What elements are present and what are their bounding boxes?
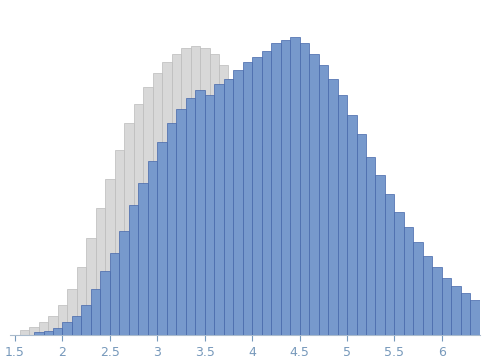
Bar <box>276 197 286 335</box>
Bar <box>442 278 452 335</box>
Bar <box>328 79 337 335</box>
Bar <box>167 123 176 335</box>
Bar <box>53 328 62 335</box>
Bar <box>152 73 162 335</box>
Bar <box>195 90 205 335</box>
Bar <box>67 289 76 335</box>
Bar <box>48 315 58 335</box>
Bar <box>81 305 91 335</box>
Bar <box>376 175 385 335</box>
Bar <box>413 241 423 335</box>
Bar <box>447 333 456 335</box>
Bar <box>466 333 475 335</box>
Bar <box>62 322 72 335</box>
Bar <box>242 62 252 335</box>
Bar <box>281 40 290 335</box>
Bar <box>148 161 157 335</box>
Bar <box>333 309 342 335</box>
Bar <box>366 156 376 335</box>
Bar <box>120 231 129 335</box>
Bar <box>252 57 262 335</box>
Bar <box>318 65 328 335</box>
Bar <box>461 293 470 335</box>
Bar <box>205 95 214 335</box>
Bar <box>290 37 300 335</box>
Bar <box>271 43 281 335</box>
Bar <box>171 54 181 335</box>
Bar <box>456 333 466 335</box>
Bar <box>162 62 171 335</box>
Bar <box>58 305 67 335</box>
Bar <box>191 46 200 335</box>
Bar <box>176 109 186 335</box>
Bar <box>380 333 390 335</box>
Bar <box>385 194 394 335</box>
Bar <box>105 179 115 335</box>
Bar <box>238 98 247 335</box>
Bar <box>143 87 152 335</box>
Bar <box>357 134 366 335</box>
Bar <box>337 95 347 335</box>
Bar <box>480 305 484 335</box>
Bar <box>129 205 138 335</box>
Bar <box>314 282 323 335</box>
Bar <box>134 103 143 335</box>
Bar <box>300 43 309 335</box>
Bar <box>210 54 219 335</box>
Bar <box>361 329 371 335</box>
Bar <box>44 331 53 335</box>
Bar <box>475 333 484 335</box>
Bar <box>214 83 224 335</box>
Bar <box>110 253 120 335</box>
Bar <box>304 265 314 335</box>
Bar <box>115 150 124 335</box>
Bar <box>432 267 442 335</box>
Bar <box>100 272 110 335</box>
Bar <box>72 315 81 335</box>
Bar <box>219 65 228 335</box>
Bar <box>323 297 333 335</box>
Bar <box>408 333 418 335</box>
Bar <box>371 331 380 335</box>
Bar <box>34 332 44 335</box>
Bar <box>186 98 195 335</box>
Bar <box>20 330 30 335</box>
Bar <box>428 333 437 335</box>
Bar <box>257 146 266 335</box>
Bar <box>138 183 148 335</box>
Bar <box>423 256 432 335</box>
Bar <box>157 142 167 335</box>
Bar <box>342 318 352 335</box>
Bar <box>233 70 242 335</box>
Bar <box>247 120 257 335</box>
Bar <box>470 300 480 335</box>
Bar <box>86 238 96 335</box>
Bar <box>262 50 271 335</box>
Bar <box>390 333 399 335</box>
Bar <box>96 208 105 335</box>
Bar <box>404 227 413 335</box>
Bar <box>224 79 233 335</box>
Bar <box>399 333 408 335</box>
Bar <box>30 327 39 335</box>
Bar <box>286 223 295 335</box>
Bar <box>76 267 86 335</box>
Bar <box>437 333 447 335</box>
Bar <box>200 48 210 335</box>
Bar <box>91 289 100 335</box>
Bar <box>394 212 404 335</box>
Bar <box>181 48 191 335</box>
Bar <box>352 325 361 335</box>
Bar <box>266 172 276 335</box>
Bar <box>39 322 48 335</box>
Bar <box>295 245 304 335</box>
Bar <box>309 54 318 335</box>
Bar <box>452 286 461 335</box>
Bar <box>228 79 238 335</box>
Bar <box>418 333 428 335</box>
Bar <box>347 115 357 335</box>
Bar <box>124 123 134 335</box>
